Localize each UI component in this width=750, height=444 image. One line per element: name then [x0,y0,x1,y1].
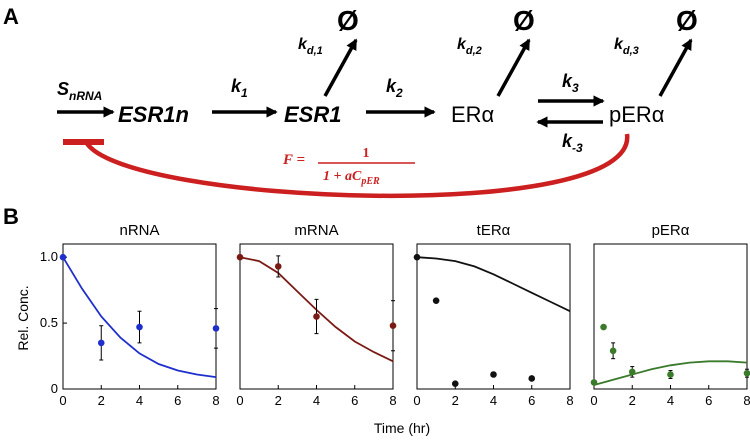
plot-4-data-point [667,371,674,378]
plot-1-data-point [59,253,67,261]
panel-label-b: B [3,204,19,229]
plot-3-data-point [451,380,459,388]
plot-4-xtick-label: 8 [743,393,750,408]
plot-2-xtick-label: 8 [389,393,396,408]
feedback-lhs: F = [282,152,305,168]
plot-4-xtick-label: 4 [667,393,674,408]
plot-2-xtick-label: 6 [351,393,358,408]
plot-1-ytick-label: 1.0 [40,249,58,264]
plot-4-xtick-label: 6 [705,393,712,408]
plot-1-title: nRNA [119,222,159,239]
plot-1-xtick-label: 0 [59,393,66,408]
plot-3-data-point [528,375,536,382]
plot-2-xtick-label: 4 [313,393,320,408]
plot-2-xtick-label: 2 [275,393,282,408]
plot-3-model-line [416,256,571,313]
plot-4-data-point [590,379,598,386]
plot-3-xtick-label: 8 [566,393,573,408]
plot-4-title: pERα [652,222,690,239]
plot-4-xtick-label: 2 [629,393,636,408]
plot-2-title: mRNA [294,222,338,239]
panel-label-a: A [3,4,19,29]
kd2-label: kd,2 [457,36,482,57]
plot-2-data-point [313,313,320,320]
kd3-label: kd,3 [614,36,639,57]
plot-1-data-point [136,323,143,331]
plot-4-data-point [743,369,750,377]
snrna-label: SnRNA [57,79,102,103]
plot-3-data-point [432,297,440,304]
plot-4-data-point [609,347,617,355]
plot-3-data-point [413,253,421,261]
species-esr1n: ESR1n [118,102,189,127]
species-eralpha: ERα [451,102,495,127]
k2-label: k2 [386,76,403,100]
degradation-symbol-3: Ø [676,5,698,36]
species-esr1: ESR1 [284,102,341,127]
plot-1-xtick-label: 8 [212,393,219,408]
plot-4-data-point [628,368,636,376]
plot-4-model-line [593,360,748,386]
degradation-arrow-2 [496,38,531,97]
k1-label: k1 [231,76,248,100]
degradation-symbol-1: Ø [337,5,359,36]
feedback-arc [84,133,630,199]
plot-3-xtick-label: 6 [528,393,535,408]
plots-group: nRNA 0 2 4 6 8 0 0.5 1.0 mRNA 0 2 4 6 8 tERα 0 2 4 6 8 pERα 0 2… [40,222,750,408]
plot-4-frame [593,243,748,390]
degradation-arrow-3 [658,38,693,97]
feedback-numerator: 1 [363,146,370,161]
plot-3-title: tERα [477,222,511,239]
k3-label: k3 [562,71,579,95]
plot-2-xtick-label: 0 [236,393,243,408]
degradation-arrow-1 [323,38,358,97]
plot-1-data-point [212,325,220,332]
plot-2-data-point [274,263,282,270]
species-peralpha: pERα [609,102,665,127]
plot-1-xtick-label: 6 [174,393,181,408]
plot-1-model-line [62,256,217,378]
plot-2-data-point [236,253,244,261]
plot-3-xtick-label: 2 [452,393,459,408]
feedback-denominator: 1 + aCpER [323,169,380,187]
plot-4-data-point [600,323,607,331]
plot-1-xtick-label: 2 [98,393,105,408]
plot-3-data-point [490,371,497,378]
plot-1-ytick-label: 0.5 [40,315,58,330]
kd1-label: kd,1 [298,36,323,57]
plot-3-frame [416,243,571,390]
x-axis-label: Time (hr) [374,420,430,436]
plot-3-xtick-label: 4 [490,393,497,408]
plot-3-xtick-label: 0 [413,393,420,408]
plot-1-xtick-label: 4 [136,393,143,408]
plot-1-ytick-label: 0 [51,381,58,396]
plot-2-data-point [389,322,397,330]
plot-1-data-point [97,339,105,347]
k-minus-3-label: k-3 [562,131,583,155]
plot-4-xtick-label: 0 [590,393,597,408]
degradation-symbol-2: Ø [513,5,535,36]
y-axis-label: Rel. Conc. [15,285,31,350]
